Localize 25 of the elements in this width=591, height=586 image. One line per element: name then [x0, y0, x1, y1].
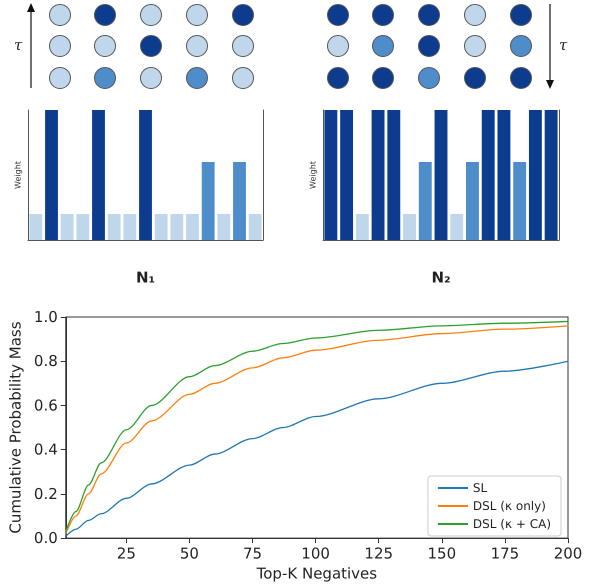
y-tick-label: 1.0: [34, 308, 58, 326]
y-axis-title: Weight: [14, 161, 22, 189]
x-axis-title: N₂: [431, 268, 451, 286]
legend-label: DSL (κ + CA): [472, 517, 552, 531]
y-tick-label: 0.8: [34, 352, 58, 370]
y-tick-label: 0.0: [34, 529, 58, 548]
x-tick-label: 25: [116, 544, 136, 563]
x-tick-label: 125: [364, 544, 394, 563]
legend-label: SL: [472, 481, 488, 495]
y-tick-label: 0.4: [34, 440, 58, 459]
x-tick-label: 50: [180, 544, 199, 563]
y-axis-title: Cumulative Probability Mass: [6, 321, 24, 534]
x-tick-label: 100: [301, 544, 330, 563]
x-tick-label: 150: [427, 544, 456, 563]
x-axis-title: Top-K Negatives: [256, 564, 378, 582]
x-tick-label: 175: [490, 544, 520, 563]
y-axis-title: Weight: [308, 161, 318, 189]
y-tick-label: 0.2: [34, 484, 58, 503]
x-tick-label: 200: [554, 544, 582, 563]
text: τ: [558, 36, 568, 54]
text: τ: [14, 36, 23, 54]
legend-label: DSL (κ only): [472, 499, 546, 513]
y-tick-label: 0.6: [34, 396, 58, 414]
x-tick-label: 75: [242, 544, 262, 563]
x-axis-title: N₁: [136, 268, 156, 286]
